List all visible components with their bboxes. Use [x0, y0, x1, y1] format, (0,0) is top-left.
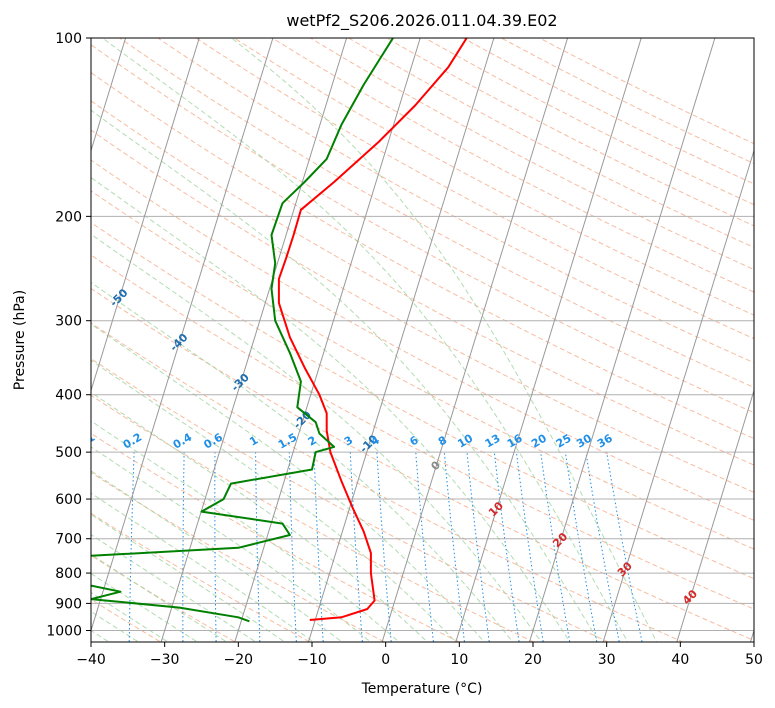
- dry-adiabat: [91, 100, 754, 466]
- x-axis-ticks: −40 −30 −20 −10 0 10 20 30 40 50: [76, 642, 763, 668]
- dry-adiabat: [91, 254, 754, 610]
- x-tick-label: 50: [745, 652, 763, 668]
- mixing-ratio-label: 0.1: [74, 431, 97, 452]
- y-tick-label: 100: [55, 31, 82, 47]
- y-axis-title: Pressure (hPa): [12, 290, 28, 390]
- dry-adiabat: [462, 38, 754, 185]
- x-tick-label: 40: [671, 652, 689, 668]
- dry-adiabats: [91, 38, 754, 642]
- dry-adiabat: [271, 38, 754, 293]
- dry-adiabat: [91, 432, 461, 642]
- y-tick-label: 1000: [46, 624, 82, 640]
- moist-adiabat: [91, 281, 514, 642]
- dry-adiabat: [91, 190, 754, 550]
- isotherm: [160, 38, 348, 642]
- temperature-line: [277, 38, 468, 621]
- isotherm: [676, 388, 754, 642]
- isotherm: [381, 38, 569, 642]
- dry-adiabat: [347, 38, 754, 249]
- x-tick-label: −40: [76, 652, 106, 668]
- dry-adiabat: [91, 44, 754, 414]
- isotherm: [455, 38, 642, 642]
- y-tick-label: 500: [55, 445, 82, 461]
- y-tick-label: 400: [55, 388, 82, 404]
- x-tick-label: 10: [450, 652, 468, 668]
- moist-adiabat: [91, 470, 343, 642]
- x-tick-label: −30: [150, 652, 180, 668]
- x-tick-label: 30: [598, 652, 616, 668]
- dry-adiabat: [91, 159, 754, 521]
- x-tick-label: −20: [224, 652, 254, 668]
- mixing-ratio-lines: [128, 452, 643, 642]
- dry-adiabat: [91, 287, 754, 642]
- y-axis-ticks: 100 200 300 400 500 600 700 800 900 1000: [46, 31, 91, 640]
- dry-adiabat: [195, 38, 754, 340]
- dewpoint-line: [91, 38, 394, 623]
- mixing-ratio-line: [288, 452, 297, 642]
- dry-adiabat: [91, 221, 754, 580]
- pressure-gridlines: [91, 38, 754, 631]
- mixing-ratio-line: [255, 452, 261, 642]
- x-tick-label: −10: [297, 652, 327, 668]
- moist-adiabat: [231, 38, 658, 642]
- dry-adiabat: [91, 322, 685, 642]
- moist-adiabat: [91, 391, 429, 642]
- mixing-ratio-line: [585, 452, 620, 642]
- y-tick-label: 600: [55, 492, 82, 508]
- profile-series: [91, 38, 468, 623]
- y-tick-label: 700: [55, 532, 82, 548]
- mixing-ratio-line: [540, 452, 571, 642]
- dry-adiabat: [500, 38, 754, 165]
- mixing-ratio-line: [214, 452, 217, 642]
- y-tick-label: 900: [55, 596, 82, 612]
- x-tick-label: 20: [524, 652, 542, 668]
- isotherm: [602, 148, 754, 642]
- dry-adiabat: [118, 38, 754, 388]
- dry-adiabat: [91, 394, 535, 642]
- isotherm: [528, 38, 716, 642]
- isotherms: [91, 38, 754, 642]
- isotherm: [91, 38, 200, 393]
- chart-title: wetPf2_S206.2026.011.04.39.E02: [286, 11, 557, 31]
- y-tick-label: 300: [55, 314, 82, 330]
- dry-adiabat: [538, 38, 754, 145]
- plot-frame: [90, 37, 755, 643]
- x-axis-title: Temperature (°C): [361, 681, 483, 697]
- mixing-ratio-line: [182, 452, 185, 642]
- y-tick-label: 200: [55, 209, 82, 225]
- mixing-ratio-line: [564, 452, 598, 642]
- isotherm: [91, 38, 274, 633]
- mixing-ratio-line: [606, 452, 643, 642]
- y-tick-label: 800: [55, 566, 82, 582]
- dry-adiabat: [91, 357, 610, 642]
- dry-adiabat: [157, 38, 754, 364]
- x-tick-label: 0: [381, 652, 390, 668]
- isotherm: [91, 38, 127, 153]
- dry-adiabat: [309, 38, 754, 271]
- isotherm: [307, 38, 495, 642]
